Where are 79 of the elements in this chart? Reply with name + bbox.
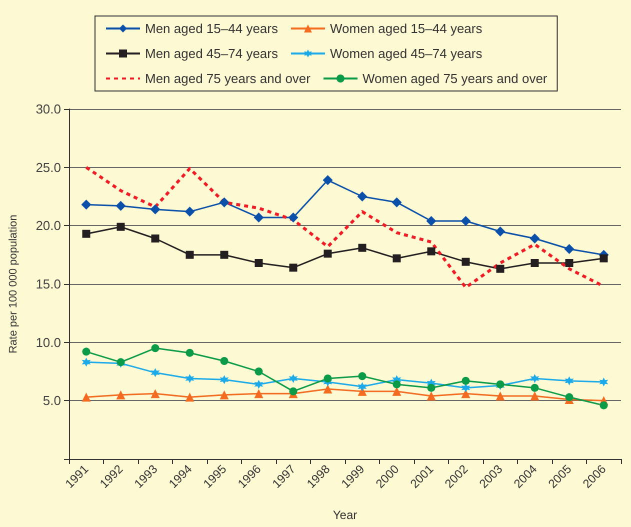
point xyxy=(460,216,471,226)
point xyxy=(392,197,402,208)
point xyxy=(495,226,506,236)
point xyxy=(427,384,436,392)
point xyxy=(220,357,228,365)
point xyxy=(82,392,91,402)
point xyxy=(530,259,539,267)
point xyxy=(462,258,470,266)
point xyxy=(219,197,230,208)
point xyxy=(185,392,194,402)
point xyxy=(357,192,368,202)
legend-label: Women aged 15–44 years xyxy=(330,21,483,36)
point xyxy=(220,390,229,400)
point xyxy=(151,234,160,242)
point xyxy=(150,204,160,214)
legend-label: Women aged 75 years and over xyxy=(362,71,548,86)
point xyxy=(462,376,470,385)
x-axis-title: Year xyxy=(332,508,358,522)
point xyxy=(254,368,263,376)
y-tick-label: 5.0 xyxy=(42,393,61,408)
point xyxy=(220,250,228,259)
point xyxy=(358,244,366,252)
point xyxy=(600,401,608,410)
point xyxy=(530,392,540,400)
point xyxy=(323,384,332,394)
point xyxy=(184,206,195,217)
point xyxy=(392,254,401,262)
legend-label: Women aged 45–74 years xyxy=(330,46,483,61)
point xyxy=(81,200,92,210)
point xyxy=(564,244,574,254)
point xyxy=(392,380,401,388)
point xyxy=(82,358,91,367)
point xyxy=(82,348,90,356)
point xyxy=(254,380,264,389)
y-tick-label: 30.0 xyxy=(36,102,61,116)
point xyxy=(324,250,332,258)
y-axis-title: Rate per 100 000 population xyxy=(8,214,20,354)
point xyxy=(254,259,263,267)
point xyxy=(530,374,540,383)
point xyxy=(254,389,264,398)
point xyxy=(564,376,574,386)
y-tick-label: 15.0 xyxy=(36,276,61,292)
point xyxy=(116,390,126,400)
point xyxy=(116,222,125,231)
y-tick-label: 10.0 xyxy=(36,334,61,350)
point xyxy=(186,250,194,259)
point xyxy=(565,393,574,402)
point xyxy=(358,372,366,380)
point xyxy=(427,247,436,256)
point xyxy=(530,234,540,244)
point xyxy=(565,259,574,267)
point xyxy=(599,378,608,386)
point xyxy=(496,264,504,273)
point xyxy=(289,387,298,396)
point xyxy=(185,374,194,383)
y-tick-label: 20.0 xyxy=(36,218,61,234)
point xyxy=(426,216,436,226)
point xyxy=(151,344,160,352)
point xyxy=(288,212,298,222)
point xyxy=(322,175,333,186)
legend-label: Men aged 45–74 years xyxy=(145,46,278,61)
point xyxy=(288,374,298,383)
point xyxy=(116,200,126,211)
point xyxy=(358,382,367,392)
point xyxy=(150,389,160,398)
point xyxy=(186,348,194,357)
point xyxy=(600,254,608,262)
point xyxy=(530,384,539,392)
point xyxy=(324,374,332,382)
point xyxy=(220,375,229,384)
point xyxy=(254,212,264,222)
point xyxy=(150,368,160,378)
legend-label: Men aged 75 years and over xyxy=(145,71,312,86)
point xyxy=(426,392,436,400)
legend-label: Men aged 15–44 years xyxy=(145,21,278,36)
y-tick-label: 25.0 xyxy=(36,160,61,175)
point xyxy=(82,230,90,238)
point xyxy=(496,392,505,400)
point xyxy=(289,264,298,272)
